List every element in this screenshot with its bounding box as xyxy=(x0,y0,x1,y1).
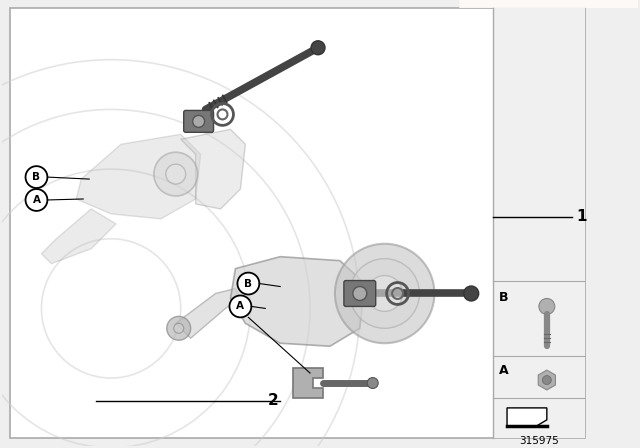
Circle shape xyxy=(26,189,47,211)
Text: A: A xyxy=(236,302,244,311)
Polygon shape xyxy=(230,257,365,346)
Polygon shape xyxy=(76,134,200,219)
Circle shape xyxy=(367,276,403,311)
Circle shape xyxy=(237,272,259,294)
Text: A: A xyxy=(499,364,509,377)
Circle shape xyxy=(311,41,325,55)
Text: 2: 2 xyxy=(268,393,278,409)
Wedge shape xyxy=(460,0,640,8)
FancyBboxPatch shape xyxy=(344,280,376,306)
Circle shape xyxy=(350,258,419,328)
FancyBboxPatch shape xyxy=(184,110,214,132)
Circle shape xyxy=(353,287,367,301)
Text: 315975: 315975 xyxy=(519,436,559,446)
Circle shape xyxy=(26,166,47,188)
Polygon shape xyxy=(180,129,245,209)
Text: B: B xyxy=(33,172,40,182)
Polygon shape xyxy=(176,289,241,338)
Circle shape xyxy=(367,378,378,388)
Circle shape xyxy=(167,316,191,340)
Polygon shape xyxy=(293,368,323,398)
Circle shape xyxy=(464,286,479,301)
Text: A: A xyxy=(33,195,40,205)
Circle shape xyxy=(166,164,186,184)
Circle shape xyxy=(173,323,184,333)
Circle shape xyxy=(335,244,435,343)
Text: B: B xyxy=(244,279,252,289)
Wedge shape xyxy=(460,0,640,8)
Circle shape xyxy=(193,116,205,127)
Circle shape xyxy=(230,296,252,317)
Bar xyxy=(493,8,584,438)
Polygon shape xyxy=(507,408,547,426)
Circle shape xyxy=(542,375,551,384)
Circle shape xyxy=(539,298,555,314)
Text: 1: 1 xyxy=(577,209,587,224)
Polygon shape xyxy=(42,209,116,263)
Text: B: B xyxy=(499,290,509,303)
Circle shape xyxy=(154,152,198,196)
